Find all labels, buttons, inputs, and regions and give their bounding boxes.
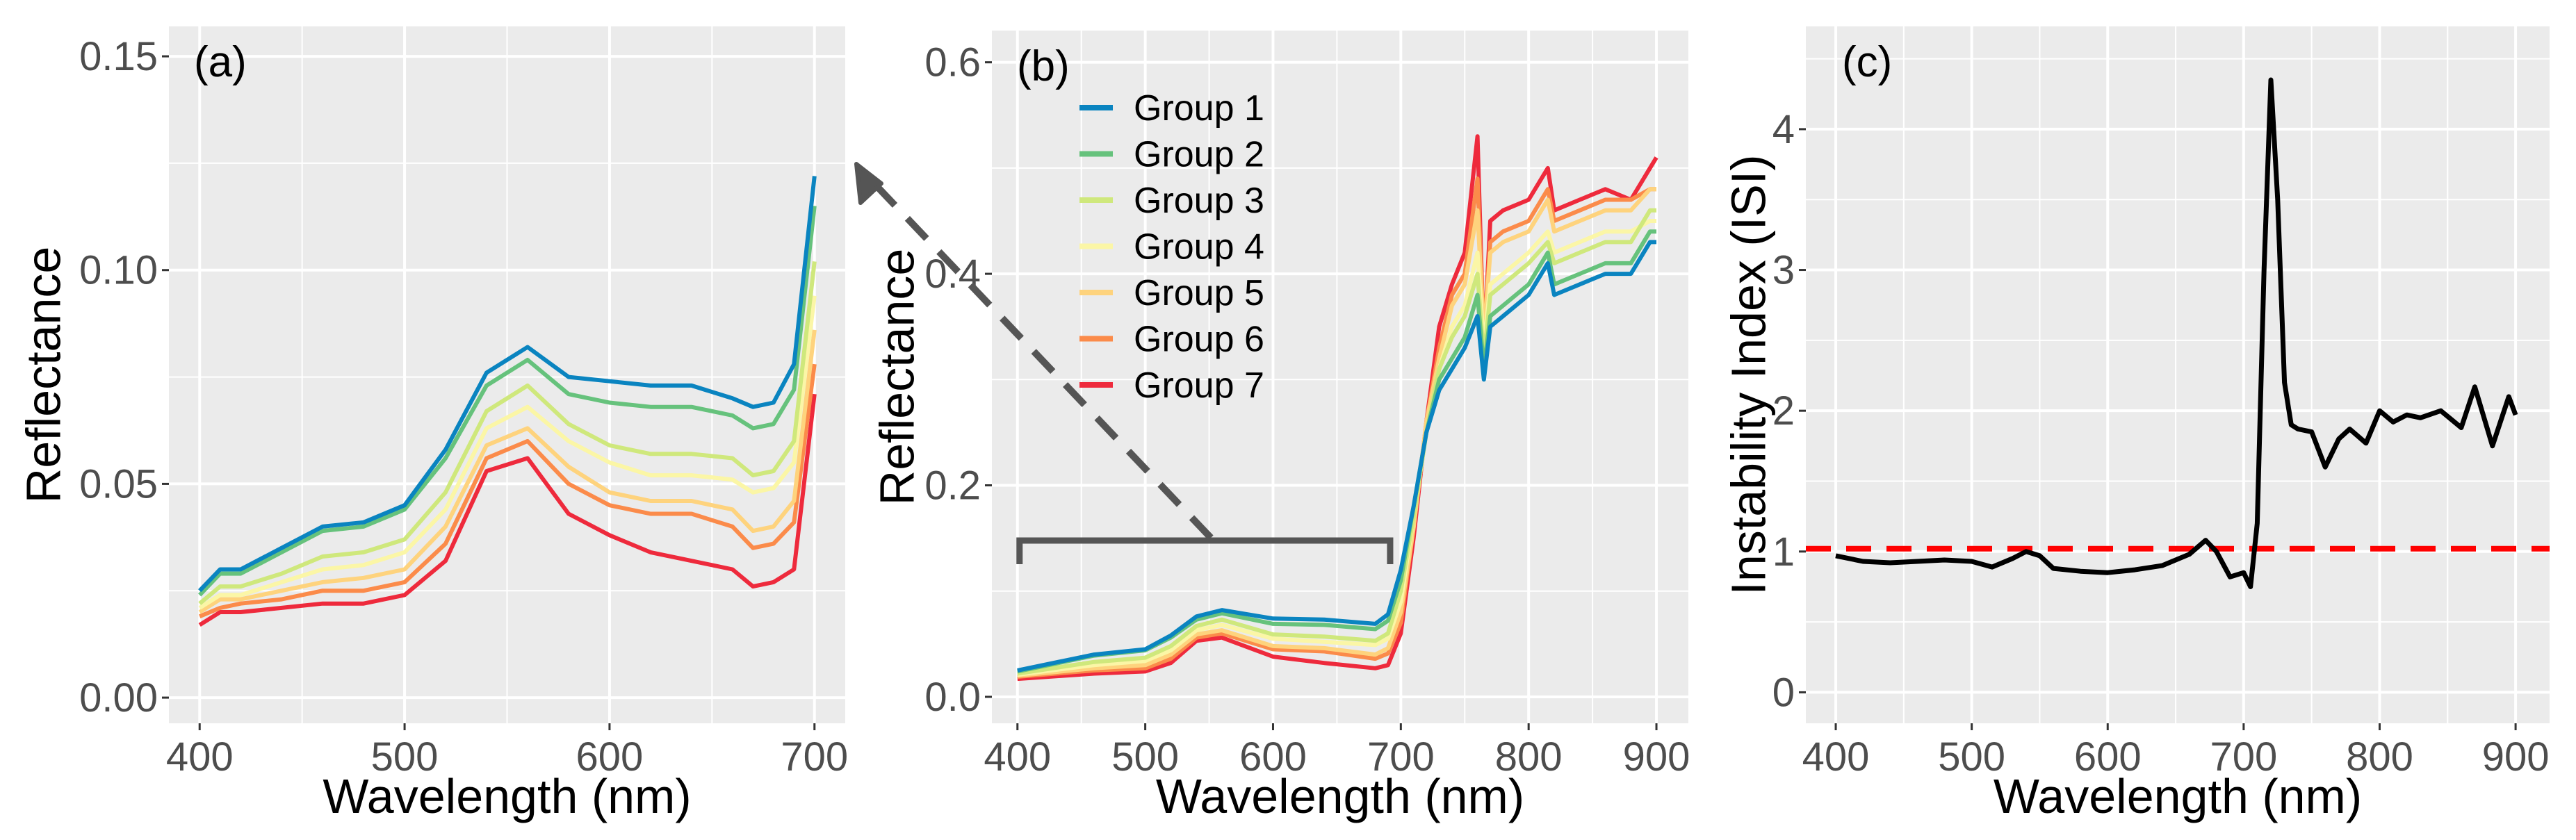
x-tick-label: 700 <box>2210 734 2277 780</box>
series-line-group-5 <box>198 329 817 614</box>
x-tick-label: 600 <box>1239 734 1307 780</box>
x-tick-label: 800 <box>2346 734 2413 780</box>
x-axis-title: Wavelength (nm) <box>323 769 691 823</box>
panel-label: (b) <box>1017 42 1070 90</box>
legend-label: Group 3 <box>1134 181 1264 221</box>
panel-b: 400 500 600 700 800 9000.00.20.40.6Wavelength… <box>854 31 1690 823</box>
legend-label: Group 4 <box>1134 227 1264 267</box>
y-tick-label: 2 <box>1772 388 1795 434</box>
y-tick-label: 0.00 <box>79 675 158 720</box>
y-tick-label: 0 <box>1772 670 1795 715</box>
x-tick-label: 900 <box>1623 734 1690 780</box>
x-tick-label: 600 <box>576 734 644 780</box>
x-axis-title: Wavelength (nm) <box>1156 769 1524 823</box>
y-tick-label: 0.2 <box>924 463 981 509</box>
series-line-group-6 <box>1017 176 1656 679</box>
bracket-annotation <box>1016 537 1394 564</box>
legend-label: Group 7 <box>1134 365 1264 406</box>
plot-background <box>1806 26 2550 723</box>
y-axis-title: Instability Index (ISI) <box>1722 154 1776 595</box>
series-line-group-7 <box>198 393 817 627</box>
x-tick-label: 400 <box>1802 734 1870 780</box>
series-line-group-3 <box>1017 208 1656 676</box>
legend-label: Group 5 <box>1134 273 1264 313</box>
series-line-group-6 <box>199 363 817 618</box>
series-line-group-1 <box>1017 240 1656 673</box>
x-tick-label: 700 <box>1367 734 1435 780</box>
y-tick-label: 0.15 <box>79 34 158 79</box>
x-tick-label: 500 <box>371 734 439 780</box>
y-tick-label: 0.10 <box>79 248 158 293</box>
series-line-group-5 <box>1017 187 1656 678</box>
y-tick-label: 0.0 <box>924 675 981 720</box>
panel-a: 400 500 600 700 0.00 0.05 0.10 0.15 Wavelength (… <box>17 26 848 823</box>
plot-background <box>992 31 1688 723</box>
y-tick-label: 0.05 <box>79 461 158 507</box>
x-axis-title: Wavelength (nm) <box>1994 769 2362 823</box>
series-line-isi <box>1835 77 2518 589</box>
legend-label: Group 1 <box>1134 88 1264 129</box>
x-tick-label: 800 <box>1495 734 1563 780</box>
y-tick-label: 3 <box>1772 248 1795 293</box>
series-line-group-3 <box>198 261 817 606</box>
series-line-group-7 <box>1017 134 1658 682</box>
panel-label: (a) <box>194 38 247 86</box>
y-tick-label: 0.6 <box>924 40 981 85</box>
legend-label: Group 6 <box>1134 320 1264 360</box>
series-line-group-1 <box>198 176 817 593</box>
arrowhead-icon <box>854 162 883 205</box>
x-tick-label: 400 <box>984 734 1051 780</box>
legend: Group 1 Group 2 Group 3 Group 4 Group 5 Group… <box>1079 88 1264 406</box>
x-tick-label: 500 <box>1938 734 2005 780</box>
series-line-group-2 <box>1017 229 1656 674</box>
x-tick-label: 700 <box>781 734 848 780</box>
legend-label: Group 2 <box>1134 135 1264 175</box>
series-line-group-2 <box>198 206 817 597</box>
dashed-arrow <box>866 175 1214 541</box>
x-tick-label: 400 <box>166 734 234 780</box>
series-line-group-4 <box>198 295 817 610</box>
y-axis-title: Reflectance <box>17 247 71 504</box>
x-tick-label: 600 <box>2074 734 2142 780</box>
y-axis-title: Reflectance <box>870 249 924 506</box>
y-tick-label: 4 <box>1772 107 1795 152</box>
y-tick-label: 1 <box>1772 529 1795 575</box>
panel-label: (c) <box>1842 38 1892 86</box>
x-tick-label: 500 <box>1111 734 1179 780</box>
panel-c: 400 500 600 700 800 900 0 1 2 3 4 Wavelength (nm) In… <box>1722 26 2550 823</box>
x-tick-label: 900 <box>2482 734 2550 780</box>
